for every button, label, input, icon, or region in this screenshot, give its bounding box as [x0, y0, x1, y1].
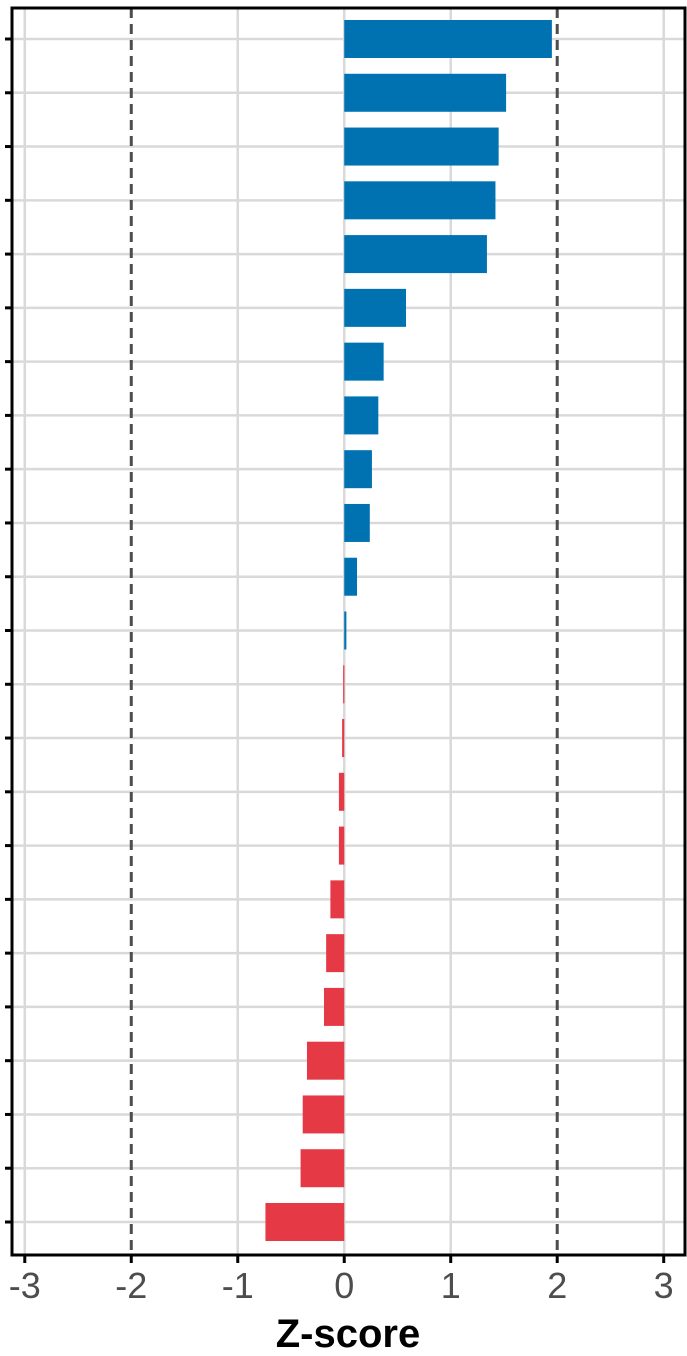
- x-tick-label: -3: [9, 1265, 41, 1306]
- bar: [344, 611, 347, 650]
- x-tick-label: 2: [547, 1265, 567, 1306]
- bar: [344, 235, 487, 274]
- bar: [300, 1149, 345, 1188]
- bar: [306, 1041, 345, 1080]
- x-tick-label: -2: [115, 1265, 147, 1306]
- bar: [344, 396, 379, 435]
- bar: [344, 20, 552, 58]
- x-tick-label: 3: [654, 1265, 674, 1306]
- bar: [338, 826, 345, 865]
- bar: [342, 719, 345, 758]
- bar: [344, 342, 384, 381]
- bar: [344, 557, 358, 596]
- bar: [344, 73, 507, 112]
- bar: [338, 772, 345, 811]
- bar: [344, 503, 370, 542]
- bar: [302, 1095, 345, 1134]
- bar: [344, 127, 499, 166]
- bar: [330, 880, 345, 919]
- bar: [326, 934, 345, 973]
- x-axis-ticks: -3 -2 -1 0 1 2 3: [9, 1255, 674, 1306]
- bar: [343, 665, 345, 704]
- bar: [344, 288, 407, 327]
- x-tick-label: -1: [222, 1265, 254, 1306]
- bars: [265, 20, 552, 1241]
- bar: [344, 450, 372, 489]
- x-tick-label: 0: [334, 1265, 354, 1306]
- bar: [324, 987, 345, 1026]
- bar: [344, 181, 496, 220]
- y-axis-ticks: [5, 37, 12, 1224]
- bar: [265, 1203, 345, 1241]
- x-tick-label: 1: [441, 1265, 461, 1306]
- x-axis-title: Z-score: [276, 1312, 421, 1356]
